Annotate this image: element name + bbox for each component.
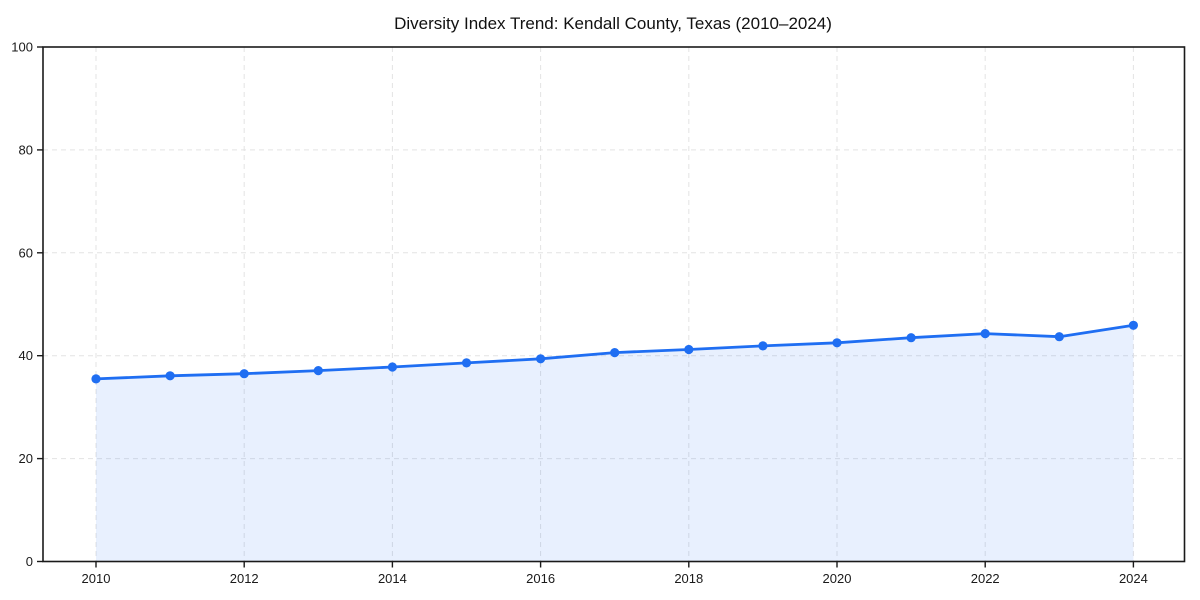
chart-title: Diversity Index Trend: Kendall County, T… (394, 14, 832, 33)
y-axis-tick-label: 20 (19, 451, 33, 466)
axes-frame (42, 46, 1186, 563)
x-axis-tick-label: 2010 (82, 571, 111, 586)
data-point (239, 369, 249, 379)
x-axis-tick-label: 2020 (823, 571, 852, 586)
x-axis-tick-label: 2022 (971, 571, 1000, 586)
data-point (684, 344, 694, 355)
marker-layer (91, 320, 1138, 384)
data-point (610, 348, 620, 358)
x-axis-tick-label: 2018 (674, 571, 703, 586)
data-point (906, 333, 916, 343)
x-axis-tick-label: 2012 (230, 571, 259, 586)
axes-frame-layer (42, 46, 1186, 563)
y-axis-tick-label: 80 (19, 142, 33, 157)
tick-layer (37, 46, 1135, 568)
area-fill (96, 325, 1134, 562)
data-point (536, 354, 546, 364)
y-axis-tick-label: 60 (19, 245, 33, 260)
tick-label-layer: 2010 2012 2014 2016 2018 2020 2022 2024 0 20 40 60 8… (11, 40, 1148, 587)
y-axis-tick-label: 0 (26, 554, 33, 569)
x-axis-tick-label: 2016 (526, 571, 555, 586)
y-axis-tick-label: 40 (19, 348, 33, 363)
data-point (461, 358, 472, 368)
data-point (165, 371, 175, 381)
x-axis-tick-label: 2024 (1119, 571, 1148, 586)
area-layer (96, 325, 1134, 562)
data-point (313, 366, 323, 376)
data-point (980, 329, 990, 339)
data-point (1128, 320, 1138, 330)
data-point (758, 341, 768, 351)
data-point (387, 362, 397, 372)
data-point (91, 374, 101, 384)
x-axis-tick-label: 2014 (378, 571, 407, 586)
data-point (1054, 332, 1064, 342)
y-axis-tick-label: 100 (11, 40, 33, 55)
data-point (832, 338, 842, 348)
